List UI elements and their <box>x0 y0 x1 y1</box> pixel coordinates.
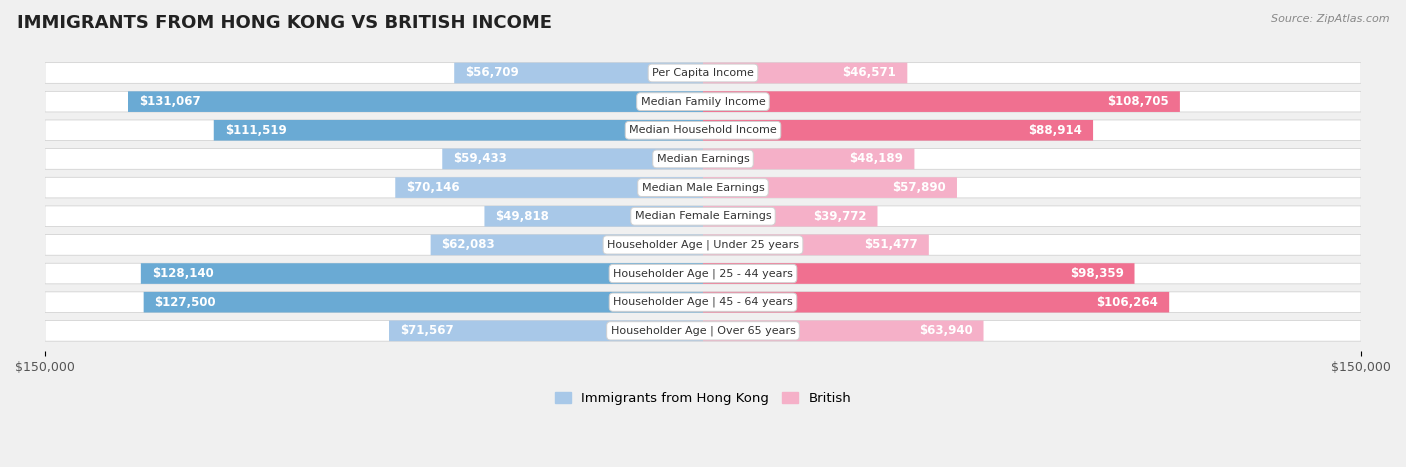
FancyBboxPatch shape <box>45 149 1361 169</box>
Text: Median Household Income: Median Household Income <box>628 125 778 135</box>
FancyBboxPatch shape <box>703 292 1170 312</box>
FancyBboxPatch shape <box>389 320 703 341</box>
Text: $128,140: $128,140 <box>152 267 214 280</box>
Text: IMMIGRANTS FROM HONG KONG VS BRITISH INCOME: IMMIGRANTS FROM HONG KONG VS BRITISH INC… <box>17 14 553 32</box>
FancyBboxPatch shape <box>703 120 1092 141</box>
FancyBboxPatch shape <box>703 206 877 226</box>
Text: $62,083: $62,083 <box>441 238 495 251</box>
FancyBboxPatch shape <box>45 92 1361 112</box>
FancyBboxPatch shape <box>703 234 929 255</box>
FancyBboxPatch shape <box>45 63 1361 83</box>
FancyBboxPatch shape <box>143 292 703 312</box>
Text: $71,567: $71,567 <box>399 325 454 337</box>
FancyBboxPatch shape <box>128 92 703 112</box>
Text: Median Female Earnings: Median Female Earnings <box>634 211 772 221</box>
FancyBboxPatch shape <box>395 177 703 198</box>
Text: $51,477: $51,477 <box>865 238 918 251</box>
Text: $88,914: $88,914 <box>1028 124 1083 137</box>
Text: $39,772: $39,772 <box>813 210 866 223</box>
FancyBboxPatch shape <box>703 149 914 169</box>
FancyBboxPatch shape <box>485 206 703 226</box>
FancyBboxPatch shape <box>45 292 1361 312</box>
Text: $46,571: $46,571 <box>842 66 897 79</box>
Text: $70,146: $70,146 <box>406 181 460 194</box>
FancyBboxPatch shape <box>703 320 984 341</box>
Text: $108,705: $108,705 <box>1107 95 1168 108</box>
Text: $111,519: $111,519 <box>225 124 287 137</box>
FancyBboxPatch shape <box>141 263 703 284</box>
FancyBboxPatch shape <box>214 120 703 141</box>
FancyBboxPatch shape <box>703 177 957 198</box>
FancyBboxPatch shape <box>45 120 1361 141</box>
FancyBboxPatch shape <box>45 234 1361 255</box>
FancyBboxPatch shape <box>443 149 703 169</box>
Text: Householder Age | 45 - 64 years: Householder Age | 45 - 64 years <box>613 297 793 307</box>
Text: $127,500: $127,500 <box>155 296 217 309</box>
Text: $106,264: $106,264 <box>1097 296 1159 309</box>
Text: $59,433: $59,433 <box>453 152 508 165</box>
FancyBboxPatch shape <box>703 263 1135 284</box>
Text: $131,067: $131,067 <box>139 95 201 108</box>
FancyBboxPatch shape <box>45 263 1361 284</box>
Text: $98,359: $98,359 <box>1070 267 1123 280</box>
Text: Median Male Earnings: Median Male Earnings <box>641 183 765 192</box>
FancyBboxPatch shape <box>703 63 907 83</box>
Legend: Immigrants from Hong Kong, British: Immigrants from Hong Kong, British <box>550 387 856 410</box>
FancyBboxPatch shape <box>454 63 703 83</box>
FancyBboxPatch shape <box>45 320 1361 341</box>
FancyBboxPatch shape <box>45 206 1361 226</box>
Text: Source: ZipAtlas.com: Source: ZipAtlas.com <box>1271 14 1389 24</box>
Text: Householder Age | Over 65 years: Householder Age | Over 65 years <box>610 325 796 336</box>
Text: $56,709: $56,709 <box>465 66 519 79</box>
Text: $57,890: $57,890 <box>893 181 946 194</box>
Text: $48,189: $48,189 <box>849 152 904 165</box>
FancyBboxPatch shape <box>45 177 1361 198</box>
Text: Per Capita Income: Per Capita Income <box>652 68 754 78</box>
Text: $63,940: $63,940 <box>918 325 973 337</box>
Text: Median Earnings: Median Earnings <box>657 154 749 164</box>
Text: Median Family Income: Median Family Income <box>641 97 765 106</box>
FancyBboxPatch shape <box>703 92 1180 112</box>
FancyBboxPatch shape <box>430 234 703 255</box>
Text: $49,818: $49,818 <box>495 210 550 223</box>
Text: Householder Age | 25 - 44 years: Householder Age | 25 - 44 years <box>613 268 793 279</box>
Text: Householder Age | Under 25 years: Householder Age | Under 25 years <box>607 240 799 250</box>
